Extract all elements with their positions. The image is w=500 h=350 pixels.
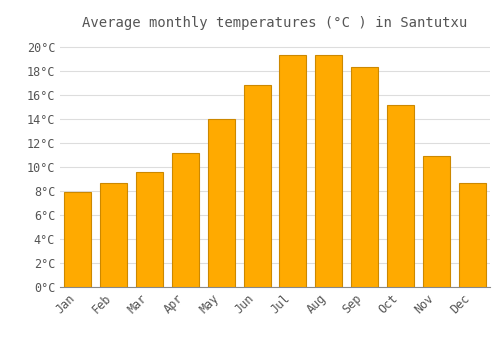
Bar <box>244 85 270 287</box>
Title: Average monthly temperatures (°C ) in Santutxu: Average monthly temperatures (°C ) in Sa… <box>82 16 468 30</box>
Bar <box>387 105 414 287</box>
Bar <box>172 153 199 287</box>
Bar <box>64 192 92 287</box>
Bar <box>280 55 306 287</box>
Bar <box>351 68 378 287</box>
Bar <box>136 172 163 287</box>
Bar <box>423 156 450 287</box>
Bar <box>100 183 127 287</box>
Bar <box>208 119 234 287</box>
Bar <box>316 55 342 287</box>
Bar <box>458 183 485 287</box>
